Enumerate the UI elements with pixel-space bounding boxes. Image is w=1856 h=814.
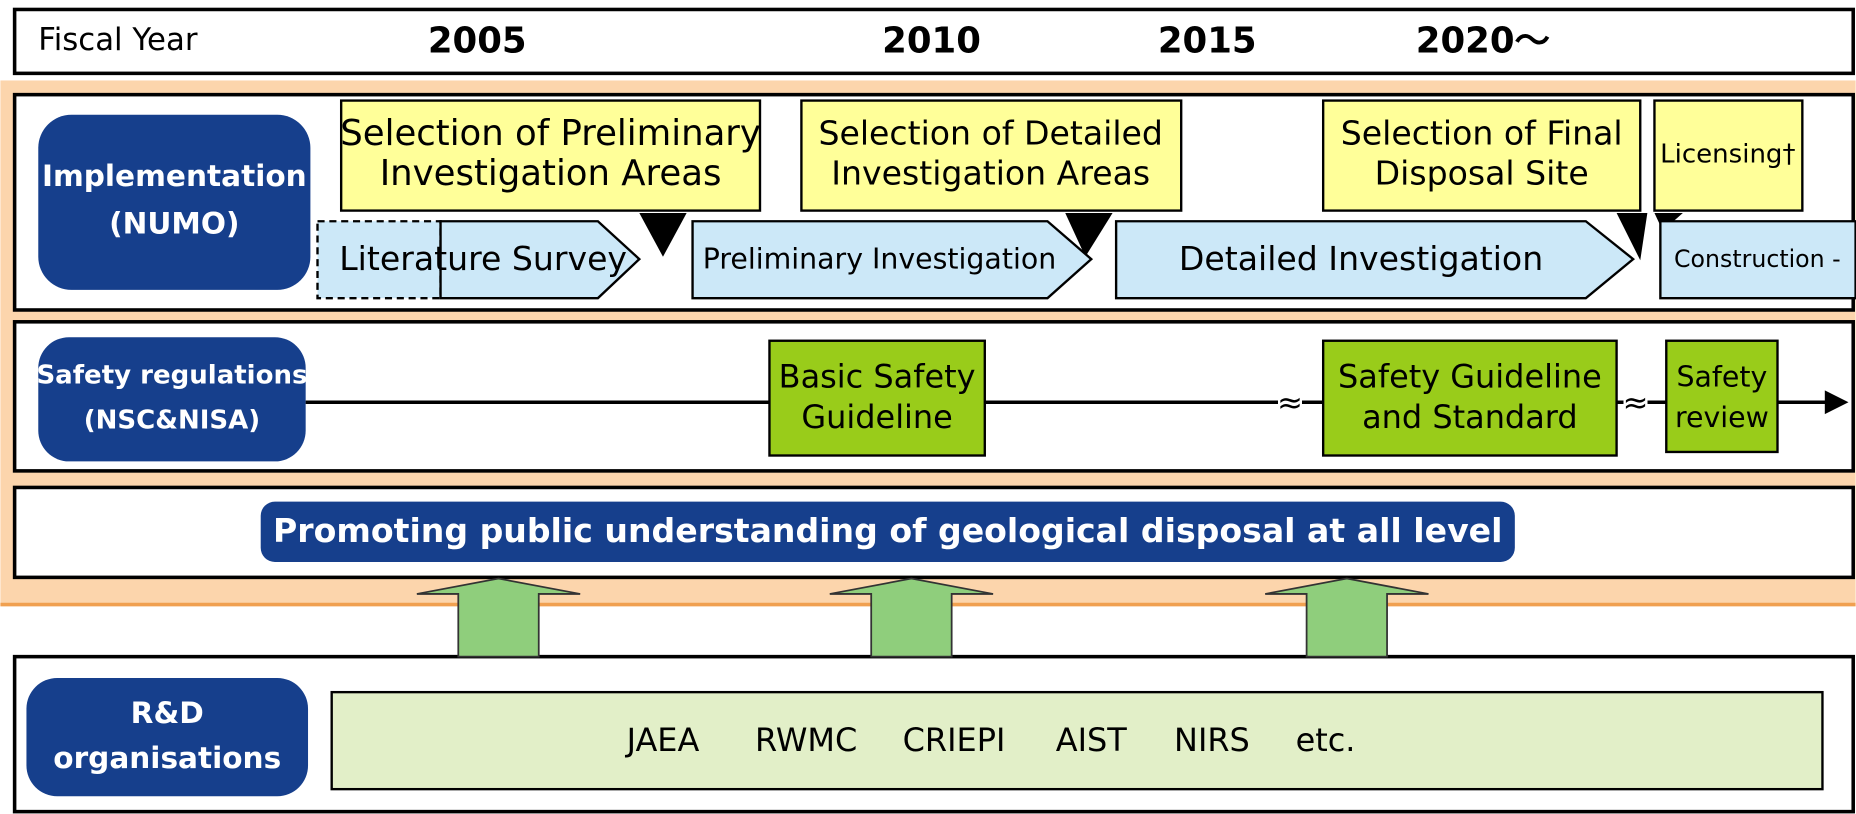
phase-text: Detailed Investigation (1179, 239, 1543, 278)
year: 2005 (428, 21, 527, 62)
row-label: organisations (53, 741, 281, 775)
safety-text: Basic Safety (779, 358, 976, 396)
orgs-box (330, 690, 1824, 791)
milestone-box (800, 99, 1183, 212)
safety-text: Guideline (801, 398, 952, 436)
milestone-box (1653, 99, 1804, 212)
phase-arrow (691, 220, 1094, 300)
milestone-text: Selection of Detailed (818, 113, 1162, 152)
phase-text: Preliminary Investigation (703, 242, 1056, 275)
public-text: Promoting public understanding of geolog… (273, 511, 1502, 550)
milestone-text: Selection of Final (1341, 113, 1623, 152)
pointer (639, 212, 687, 257)
break-mark: ≈ (1623, 385, 1649, 421)
phase-text: Construction - (1674, 245, 1841, 273)
timeline-head (1824, 390, 1849, 415)
safety-label-bg (38, 337, 306, 462)
row-label: (NSC&NISA) (84, 406, 260, 436)
up-arrow (1265, 577, 1429, 658)
row-label: Safety regulations (36, 361, 307, 391)
row-label: Implementation (42, 159, 307, 193)
safety-item (768, 339, 986, 457)
up-arrow (829, 577, 994, 658)
phase-dashed (316, 220, 442, 300)
milestone-text: Disposal Site (1375, 154, 1589, 193)
milestone-text: Investigation Areas (380, 153, 722, 194)
numo-label-bg (38, 114, 311, 290)
org: NIRS (1174, 721, 1250, 759)
milestone-text: Selection of Preliminary (340, 113, 761, 154)
org: etc. (1296, 721, 1356, 759)
year: 2020〜 (1416, 21, 1550, 62)
safety-item (1665, 339, 1779, 454)
milestone-text: Investigation Areas (831, 154, 1150, 193)
org: JAEA (625, 721, 700, 759)
org: CRIEPI (903, 721, 1006, 759)
row-label: (NUMO) (109, 206, 239, 240)
rd-label-bg (26, 677, 309, 797)
break-mark: ≈ (1277, 385, 1303, 421)
year: 2015 (1158, 21, 1257, 62)
phase-text: Literature Survey (339, 239, 627, 278)
public-pill (260, 501, 1515, 562)
year: 2010 (882, 21, 981, 62)
pointer (1065, 212, 1113, 257)
safety-text: Safety (1677, 361, 1768, 394)
row-label: R&D (131, 696, 204, 730)
safety-text: and Standard (1362, 398, 1578, 436)
milestone-box (339, 99, 762, 212)
org: RWMC (755, 721, 857, 759)
org: AIST (1056, 721, 1128, 759)
milestone-box (1321, 99, 1642, 212)
phase-arrow (1114, 220, 1636, 300)
milestone-text: Licensing† (1660, 139, 1795, 169)
safety-text: Safety Guideline (1338, 358, 1602, 396)
safety-text: review (1675, 401, 1769, 434)
pointer (1616, 212, 1648, 261)
up-arrow (416, 577, 581, 658)
phase-arrow (439, 220, 642, 300)
header-box (12, 7, 1855, 76)
header-label: Fiscal Year (38, 22, 198, 58)
safety-item (1321, 339, 1618, 457)
